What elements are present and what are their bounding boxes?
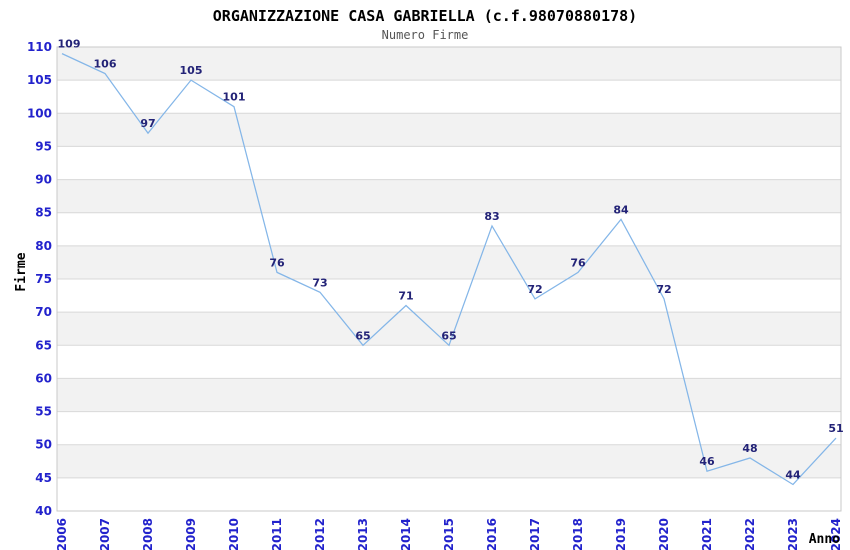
data-point-label: 97 — [140, 117, 155, 130]
data-point-label: 44 — [785, 468, 801, 481]
chart-title: ORGANIZZAZIONE CASA GABRIELLA (c.f.98070… — [212, 7, 638, 25]
x-tick-label: 2012 — [313, 518, 327, 550]
x-tick-label: 2013 — [356, 518, 370, 550]
y-tick-label: 40 — [35, 504, 52, 518]
data-point-label: 51 — [828, 422, 843, 435]
y-tick-label: 100 — [27, 106, 52, 120]
y-tick-label: 70 — [35, 305, 52, 319]
x-tick-label: 2010 — [227, 518, 241, 550]
data-point-label: 65 — [355, 329, 370, 342]
data-point-label: 83 — [484, 210, 499, 223]
x-tick-label: 2014 — [399, 518, 413, 550]
y-tick-label: 110 — [27, 40, 52, 54]
y-tick-label: 95 — [35, 139, 52, 153]
plot-band — [57, 245, 841, 279]
plot-band — [57, 378, 841, 412]
data-point-label: 76 — [570, 256, 586, 269]
plot-band — [57, 113, 841, 147]
y-tick-label: 85 — [35, 206, 52, 220]
data-point-label: 101 — [223, 91, 246, 104]
data-point-label: 84 — [613, 203, 629, 216]
x-tick-label: 2022 — [743, 518, 757, 550]
data-point-label: 109 — [58, 38, 81, 51]
x-tick-label: 2021 — [700, 518, 714, 550]
y-tick-label: 45 — [35, 471, 52, 485]
y-tick-label: 105 — [27, 73, 52, 87]
x-tick-label: 2009 — [184, 518, 198, 550]
data-point-label: 72 — [527, 283, 542, 296]
plot-band — [57, 47, 841, 81]
x-axis-title: Anno — [809, 532, 840, 547]
x-tick-label: 2008 — [141, 518, 155, 550]
x-tick-label: 2018 — [571, 518, 585, 550]
data-point-label: 48 — [742, 442, 757, 455]
plot-band — [57, 444, 841, 478]
data-point-label: 65 — [441, 329, 456, 342]
y-tick-label: 90 — [35, 173, 52, 187]
x-tick-label: 2006 — [55, 518, 69, 550]
chart-subtitle: Numero Firme — [381, 28, 469, 42]
data-point-label: 105 — [180, 64, 203, 77]
y-tick-label: 75 — [35, 272, 52, 286]
x-tick-label: 2007 — [98, 518, 112, 550]
data-point-label: 72 — [656, 283, 671, 296]
x-tick-label: 2015 — [442, 518, 456, 550]
y-tick-label: 55 — [35, 405, 52, 419]
x-tick-label: 2019 — [614, 518, 628, 550]
plot-band — [57, 312, 841, 346]
plot-band — [57, 179, 841, 213]
x-tick-label: 2011 — [270, 518, 284, 550]
y-tick-label: 60 — [35, 371, 52, 385]
plot-border — [56, 46, 842, 512]
data-point-label: 73 — [312, 276, 327, 289]
data-point-label: 106 — [94, 58, 117, 71]
y-tick-label: 65 — [35, 338, 52, 352]
data-point-label: 46 — [699, 455, 715, 468]
y-tick-label: 80 — [35, 239, 52, 253]
x-tick-label: 2016 — [485, 518, 499, 550]
x-tick-label: 2024 — [829, 518, 843, 550]
x-tick-label: 2023 — [786, 518, 800, 550]
series-line — [61, 53, 837, 486]
x-tick-label: 2017 — [528, 518, 542, 550]
y-tick-label: 50 — [35, 438, 52, 452]
data-point-label: 71 — [398, 290, 413, 303]
data-point-label: 76 — [269, 256, 285, 269]
x-tick-label: 2020 — [657, 518, 671, 550]
y-axis-title: Firme — [14, 252, 29, 291]
